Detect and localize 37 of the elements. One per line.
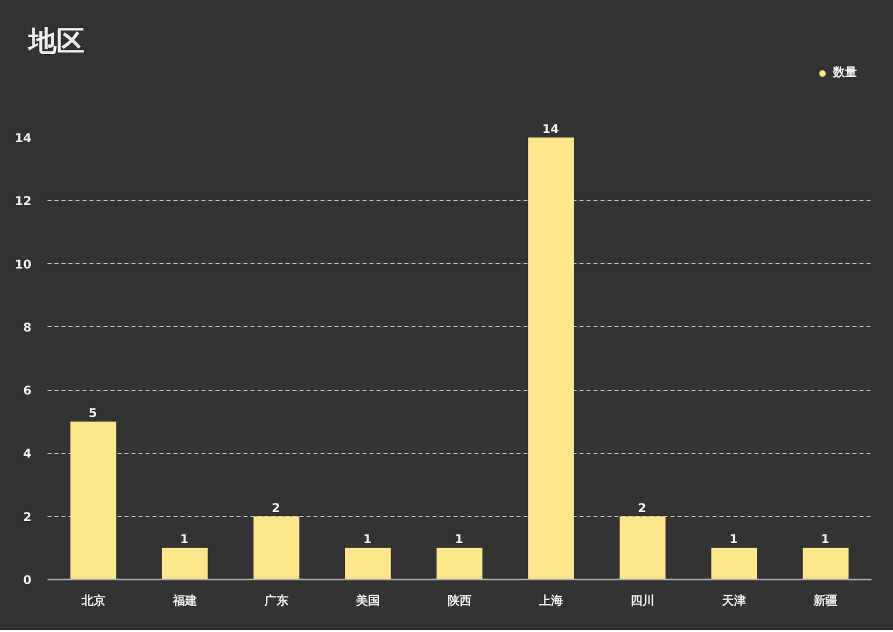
x-tick-label: 福建: [172, 594, 197, 608]
data-label: 1: [363, 532, 372, 546]
data-label: 5: [88, 406, 97, 420]
x-tick-label: 四川: [630, 594, 655, 608]
y-tick-label: 12: [14, 194, 32, 208]
y-tick-label: 14: [14, 131, 32, 145]
data-label: 1: [821, 532, 830, 546]
bar: [528, 138, 574, 580]
legend-label: 数量: [833, 64, 857, 81]
bar: [620, 516, 666, 580]
bar: [711, 548, 758, 580]
bar: [70, 422, 116, 580]
x-tick-label: 新疆: [812, 594, 838, 608]
y-tick-label: 6: [23, 384, 32, 398]
bar: [436, 548, 482, 580]
data-label: 14: [542, 122, 559, 136]
data-label: 2: [272, 500, 280, 515]
data-label: 1: [180, 532, 189, 546]
y-tick-label: 2: [23, 510, 32, 524]
x-tick-label: 陕西: [448, 594, 472, 608]
x-tick-label: 上海: [538, 594, 564, 608]
bar: [254, 516, 300, 580]
x-tick-label: 天津: [721, 594, 746, 608]
data-label: 2: [638, 500, 646, 515]
data-label: 1: [729, 532, 738, 546]
y-tick-label: 8: [23, 320, 32, 334]
chart-title: 地区: [26, 24, 84, 58]
y-tick-label: 10: [14, 257, 32, 272]
x-tick-label: 北京: [80, 594, 106, 608]
bar: [802, 548, 849, 580]
y-tick-label: 4: [23, 446, 32, 461]
bar: [345, 548, 391, 580]
data-label: 1: [454, 532, 464, 546]
x-tick-label: 美国: [354, 594, 380, 608]
bar: [162, 548, 208, 580]
y-tick-label: 0: [23, 573, 32, 587]
x-tick-label: 广东: [263, 594, 288, 608]
